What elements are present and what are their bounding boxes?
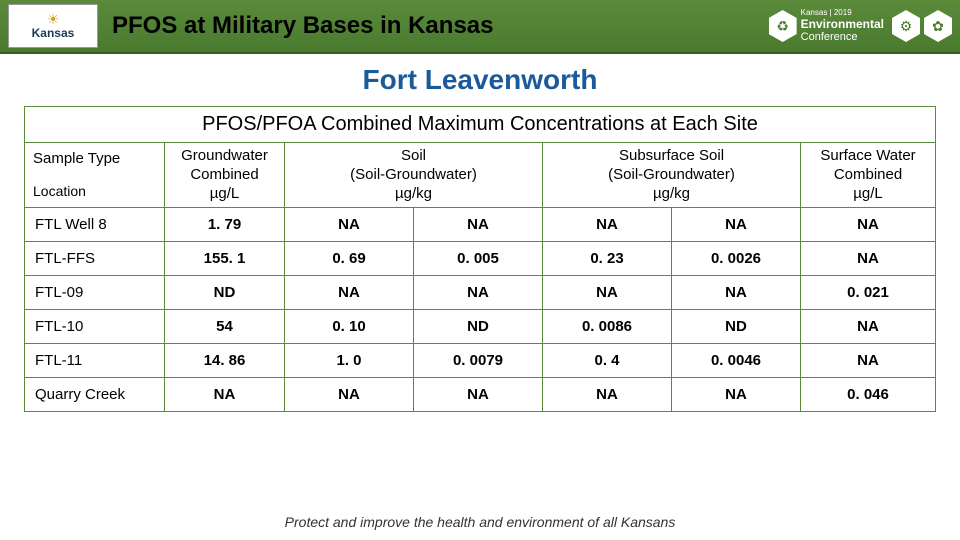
column-header: Surface WaterCombinedµg/L bbox=[801, 143, 936, 208]
table-caption: PFOS/PFOA Combined Maximum Concentration… bbox=[24, 106, 936, 142]
data-cell: 0. 0079 bbox=[414, 344, 543, 378]
kansas-logo: ☀ Kansas bbox=[8, 4, 98, 48]
data-cell: NA bbox=[543, 378, 672, 412]
table-header-row: Sample Type Location GroundwaterCombined… bbox=[25, 143, 936, 208]
data-cell: 0. 0086 bbox=[543, 310, 672, 344]
table-row: FTL-FFS155. 10. 690. 0050. 230. 0026NA bbox=[25, 242, 936, 276]
header-bar: ☀ Kansas PFOS at Military Bases in Kansa… bbox=[0, 0, 960, 54]
data-cell: 1. 0 bbox=[285, 344, 414, 378]
row-label: FTL-11 bbox=[25, 344, 165, 378]
page-title: PFOS at Military Bases in Kansas bbox=[98, 12, 742, 40]
data-cell: ND bbox=[165, 276, 285, 310]
data-cell: 0. 4 bbox=[543, 344, 672, 378]
data-cell: NA bbox=[672, 276, 801, 310]
conference-text: Kansas | 2019 Environmental Conference bbox=[801, 9, 888, 43]
conference-logo: ♻ Kansas | 2019 Environmental Conference… bbox=[742, 4, 952, 48]
column-header: GroundwaterCombinedµg/L bbox=[165, 143, 285, 208]
logo-text: Kansas bbox=[32, 26, 75, 40]
table-row: Quarry CreekNANANANANA0. 046 bbox=[25, 378, 936, 412]
row-label: FTL-09 bbox=[25, 276, 165, 310]
data-cell: NA bbox=[285, 208, 414, 242]
data-cell: NA bbox=[672, 378, 801, 412]
corner-header: Sample Type Location bbox=[25, 143, 165, 208]
table-row: FTL-1114. 861. 00. 00790. 40. 0046NA bbox=[25, 344, 936, 378]
table-row: FTL-09NDNANANANA0. 021 bbox=[25, 276, 936, 310]
data-cell: NA bbox=[414, 378, 543, 412]
data-cell: 0. 69 bbox=[285, 242, 414, 276]
data-cell: 14. 86 bbox=[165, 344, 285, 378]
row-label: Quarry Creek bbox=[25, 378, 165, 412]
subtitle: Fort Leavenworth bbox=[0, 64, 960, 96]
column-header: Subsurface Soil(Soil-Groundwater)µg/kg bbox=[543, 143, 801, 208]
data-cell: NA bbox=[801, 208, 936, 242]
data-cell: 0. 10 bbox=[285, 310, 414, 344]
data-cell: 0. 021 bbox=[801, 276, 936, 310]
data-cell: 0. 23 bbox=[543, 242, 672, 276]
table-row: FTL-10540. 10ND0. 0086NDNA bbox=[25, 310, 936, 344]
data-cell: NA bbox=[165, 378, 285, 412]
row-label: FTL-10 bbox=[25, 310, 165, 344]
data-cell: NA bbox=[543, 208, 672, 242]
footer-tagline: Protect and improve the health and envir… bbox=[0, 514, 960, 530]
data-cell: 0. 0046 bbox=[672, 344, 801, 378]
data-cell: 54 bbox=[165, 310, 285, 344]
data-cell: 0. 046 bbox=[801, 378, 936, 412]
hex-icon: ⚙ bbox=[892, 10, 920, 42]
conf-line3: Conference bbox=[801, 31, 884, 43]
table-container: PFOS/PFOA Combined Maximum Concentration… bbox=[24, 106, 936, 412]
data-cell: 0. 005 bbox=[414, 242, 543, 276]
data-cell: NA bbox=[801, 344, 936, 378]
data-cell: NA bbox=[285, 276, 414, 310]
data-cell: ND bbox=[414, 310, 543, 344]
column-header: Soil(Soil-Groundwater)µg/kg bbox=[285, 143, 543, 208]
data-cell: NA bbox=[414, 276, 543, 310]
data-cell: 1. 79 bbox=[165, 208, 285, 242]
data-cell: 155. 1 bbox=[165, 242, 285, 276]
sample-type-label: Sample Type bbox=[33, 150, 156, 169]
conf-line2: Environmental bbox=[801, 18, 884, 31]
data-cell: NA bbox=[414, 208, 543, 242]
hex-icon: ✿ bbox=[924, 10, 952, 42]
data-cell: NA bbox=[543, 276, 672, 310]
row-label: FTL Well 8 bbox=[25, 208, 165, 242]
data-table: Sample Type Location GroundwaterCombined… bbox=[24, 142, 936, 412]
data-cell: NA bbox=[672, 208, 801, 242]
data-cell: NA bbox=[285, 378, 414, 412]
table-row: FTL Well 81. 79NANANANANA bbox=[25, 208, 936, 242]
data-cell: NA bbox=[801, 310, 936, 344]
location-label: Location bbox=[33, 183, 156, 201]
data-cell: NA bbox=[801, 242, 936, 276]
data-cell: 0. 0026 bbox=[672, 242, 801, 276]
sun-icon: ☀ bbox=[47, 12, 60, 26]
data-cell: ND bbox=[672, 310, 801, 344]
hex-icon: ♻ bbox=[769, 10, 797, 42]
row-label: FTL-FFS bbox=[25, 242, 165, 276]
